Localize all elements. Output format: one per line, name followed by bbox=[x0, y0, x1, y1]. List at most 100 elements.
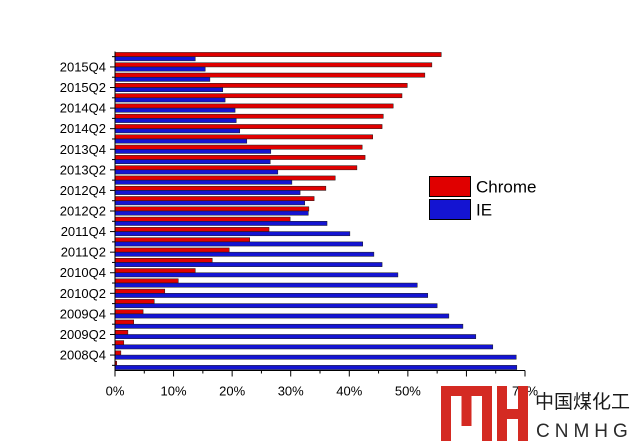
bar-chrome-12 bbox=[114, 237, 250, 243]
bar-ie-10 bbox=[114, 262, 383, 267]
bar-ie-16 bbox=[114, 200, 306, 206]
y-tick-label: 2010Q2 bbox=[60, 286, 106, 301]
y-tick-label: 2009Q2 bbox=[60, 327, 106, 342]
legend-item-ie: IE bbox=[429, 199, 492, 220]
y-tick-label: 2013Q2 bbox=[60, 162, 106, 177]
bar-chrome-7 bbox=[114, 288, 166, 294]
bar-ie-6 bbox=[114, 303, 438, 309]
bar-chrome-14 bbox=[114, 216, 291, 222]
legend-swatch-chrome bbox=[429, 176, 471, 197]
bar-ie-3 bbox=[114, 334, 477, 339]
y-tick-label: 2015Q4 bbox=[60, 59, 106, 74]
bar-ie-14 bbox=[114, 221, 328, 226]
watermark-en-text: CNMHG bbox=[536, 421, 633, 442]
bar-ie-25 bbox=[114, 107, 236, 113]
bar-chrome-24 bbox=[114, 113, 384, 119]
bar-chrome-17 bbox=[114, 185, 327, 191]
y-tick-label: 2008Q4 bbox=[60, 348, 106, 363]
bar-chrome-23 bbox=[114, 124, 383, 129]
bar-chrome-3 bbox=[114, 330, 129, 335]
x-tick-label: 10% bbox=[161, 384, 187, 399]
bar-chrome-2 bbox=[114, 340, 125, 346]
bar-ie-21 bbox=[114, 149, 272, 154]
bar-chrome-19 bbox=[114, 165, 358, 171]
bar-chrome-13 bbox=[114, 227, 270, 232]
logo-stroke bbox=[497, 409, 528, 419]
bar-chrome-20 bbox=[114, 155, 366, 160]
bar-ie-23 bbox=[114, 128, 241, 134]
bar-ie-22 bbox=[114, 138, 248, 144]
bar-ie-30 bbox=[114, 56, 196, 62]
x-tick-label: 20% bbox=[219, 384, 245, 399]
x-tick-label: 50% bbox=[395, 384, 421, 399]
bar-ie-8 bbox=[114, 282, 418, 288]
bar-ie-1 bbox=[114, 354, 517, 360]
bar-chrome-5 bbox=[114, 309, 144, 315]
y-axis: 2008Q4 2009Q2 2009Q4 2010Q2 2010Q4 2011Q2 2011… bbox=[60, 51, 116, 371]
bar-chrome-27 bbox=[114, 83, 408, 88]
bar-ie-15 bbox=[114, 210, 309, 216]
bar-ie-7 bbox=[114, 293, 429, 298]
y-tick-label: 2012Q4 bbox=[60, 183, 106, 198]
bar-ie-18 bbox=[114, 179, 293, 185]
bar-ie-12 bbox=[114, 241, 364, 247]
y-tick-label: 2010Q4 bbox=[60, 265, 106, 280]
bar-chrome-15 bbox=[114, 206, 310, 212]
logo-stroke bbox=[482, 386, 492, 441]
bar-chrome-22 bbox=[114, 134, 373, 140]
bar-ie-20 bbox=[114, 159, 271, 165]
bar-ie-27 bbox=[114, 87, 224, 92]
bar-ie-29 bbox=[114, 66, 206, 72]
bar-chrome-8 bbox=[114, 278, 179, 284]
x-tick-label: 0% bbox=[106, 384, 125, 399]
bar-ie-24 bbox=[114, 118, 237, 123]
legend-label-ie: IE bbox=[476, 201, 492, 220]
watermark-cn-text: 中国煤化工 bbox=[535, 391, 630, 413]
bar-chrome-10 bbox=[114, 257, 213, 263]
bar-chrome-6 bbox=[114, 299, 155, 304]
y-tick-label: 2013Q4 bbox=[60, 142, 106, 157]
bar-ie-0 bbox=[114, 365, 518, 370]
y-tick-label: 2012Q2 bbox=[60, 204, 106, 219]
bar-chrome-21 bbox=[114, 144, 363, 150]
bar-ie-19 bbox=[114, 169, 279, 175]
legend: Chrome IE bbox=[429, 176, 536, 220]
bar-chrome-4 bbox=[114, 319, 134, 325]
y-tick-label: 2014Q4 bbox=[60, 101, 106, 116]
y-tick-label: 2011Q4 bbox=[61, 224, 106, 239]
bar-ie-4 bbox=[114, 323, 464, 329]
y-tick-label: 2011Q2 bbox=[61, 245, 106, 260]
bar-ie-17 bbox=[114, 190, 301, 195]
legend-swatch-ie bbox=[429, 199, 471, 220]
logo-stroke bbox=[461, 386, 472, 426]
watermark-logo: 中国煤化工 CNMHG bbox=[441, 386, 633, 442]
bar-chrome-30 bbox=[114, 52, 442, 57]
legend-label-chrome: Chrome bbox=[476, 178, 536, 197]
bar-ie-26 bbox=[114, 97, 226, 103]
logo-stroke bbox=[441, 386, 451, 441]
bar-chrome-25 bbox=[114, 103, 394, 109]
bar-chrome-16 bbox=[114, 196, 315, 201]
x-tick-label: 30% bbox=[278, 384, 304, 399]
bar-ie-13 bbox=[114, 231, 351, 237]
watermark-logo-mark bbox=[441, 386, 528, 441]
bar-chrome-28 bbox=[114, 72, 426, 78]
bar-chrome-9 bbox=[114, 268, 196, 273]
bar-chrome-26 bbox=[114, 93, 403, 99]
bar-ie-2 bbox=[114, 344, 494, 350]
bar-chrome-1 bbox=[114, 350, 122, 356]
y-tick-label: 2009Q4 bbox=[60, 306, 106, 321]
y-tick-label: 2014Q2 bbox=[60, 121, 106, 136]
x-tick-label: 40% bbox=[336, 384, 362, 399]
bar-ie-28 bbox=[114, 76, 211, 82]
bar-series bbox=[114, 52, 518, 370]
bar-chrome-29 bbox=[114, 62, 433, 68]
y-tick-label: 2015Q2 bbox=[60, 80, 106, 95]
bar-ie-5 bbox=[114, 313, 450, 319]
bar-ie-9 bbox=[114, 272, 399, 278]
bar-chrome-18 bbox=[114, 175, 336, 181]
legend-item-chrome: Chrome bbox=[429, 176, 536, 197]
bar-ie-11 bbox=[114, 251, 375, 257]
bar-chrome-11 bbox=[114, 247, 230, 253]
